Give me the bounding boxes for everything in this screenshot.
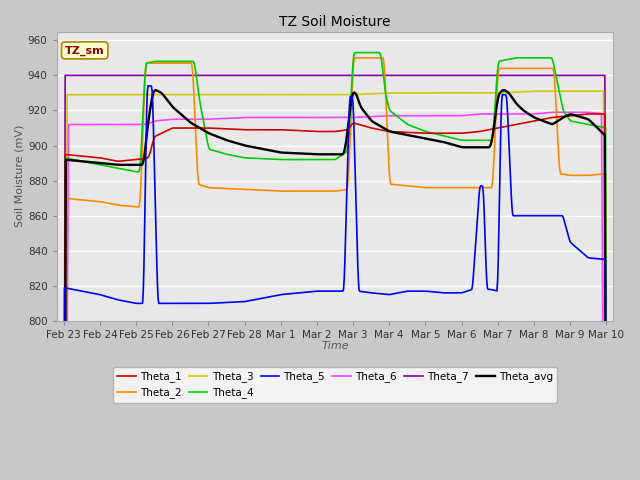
Theta_2 [93,198,101,204]
Theta_4 [528,55,536,61]
Theta_4 [472,137,480,143]
Theta_1 [93,155,101,160]
Theta_6 [471,111,479,117]
Theta_avg [375,122,383,128]
Theta_1 [527,119,534,124]
Theta_2 [376,55,383,61]
Theta_7 [528,72,536,78]
Line: Theta_avg: Theta_avg [64,90,606,480]
Theta_5 [144,83,152,89]
Theta_avg [500,87,508,93]
Theta_3 [471,90,479,96]
Theta_7 [61,72,69,78]
Theta_5 [93,291,101,297]
Theta_5 [528,213,536,218]
Theta_7 [472,72,480,78]
Line: Theta_5: Theta_5 [64,86,606,480]
Theta_4 [390,111,397,117]
Line: Theta_4: Theta_4 [64,53,606,480]
Theta_4 [93,161,101,167]
Theta_1 [406,130,413,135]
Theta_4 [376,50,383,56]
Theta_3 [406,90,413,96]
Theta_7 [406,72,414,78]
Theta_1 [389,129,397,134]
X-axis label: Time: Time [321,341,349,351]
Theta_2 [406,183,414,189]
Theta_5 [406,288,414,294]
Theta_avg [93,160,101,166]
Theta_3 [93,92,101,97]
Line: Theta_3: Theta_3 [64,91,606,480]
Theta_4 [351,50,359,56]
Theta_7 [94,72,102,78]
Line: Theta_7: Theta_7 [64,75,606,480]
Theta_2 [472,185,480,191]
Theta_5 [390,291,397,297]
Theta_3 [527,88,534,94]
Theta_2 [351,55,359,61]
Theta_2 [528,65,536,71]
Theta_3 [534,88,541,94]
Theta_6 [375,113,383,119]
Theta_5 [472,237,480,243]
Theta_1 [586,111,594,117]
Theta_6 [554,109,561,115]
Theta_6 [389,113,397,119]
Theta_2 [390,181,397,187]
Theta_7 [376,72,383,78]
Theta_4 [406,122,414,128]
Text: TZ_sm: TZ_sm [65,45,104,56]
Theta_7 [390,72,397,78]
Theta_6 [527,111,534,117]
Theta_6 [93,121,101,127]
Theta_1 [471,129,479,135]
Theta_3 [375,91,383,96]
Theta_6 [406,113,413,119]
Line: Theta_2: Theta_2 [64,58,606,480]
Theta_avg [528,113,536,119]
Theta_5 [376,291,383,297]
Theta_1 [375,127,383,132]
Theta_3 [389,90,397,96]
Legend: Theta_1, Theta_2, Theta_3, Theta_4, Theta_5, Theta_6, Theta_7, Theta_avg: Theta_1, Theta_2, Theta_3, Theta_4, Thet… [113,367,557,403]
Line: Theta_6: Theta_6 [64,112,606,480]
Theta_avg [471,144,479,150]
Theta_avg [406,132,413,138]
Theta_avg [389,129,397,135]
Line: Theta_1: Theta_1 [64,114,606,480]
Y-axis label: Soil Moisture (mV): Soil Moisture (mV) [15,125,25,228]
Title: TZ Soil Moisture: TZ Soil Moisture [279,15,391,29]
